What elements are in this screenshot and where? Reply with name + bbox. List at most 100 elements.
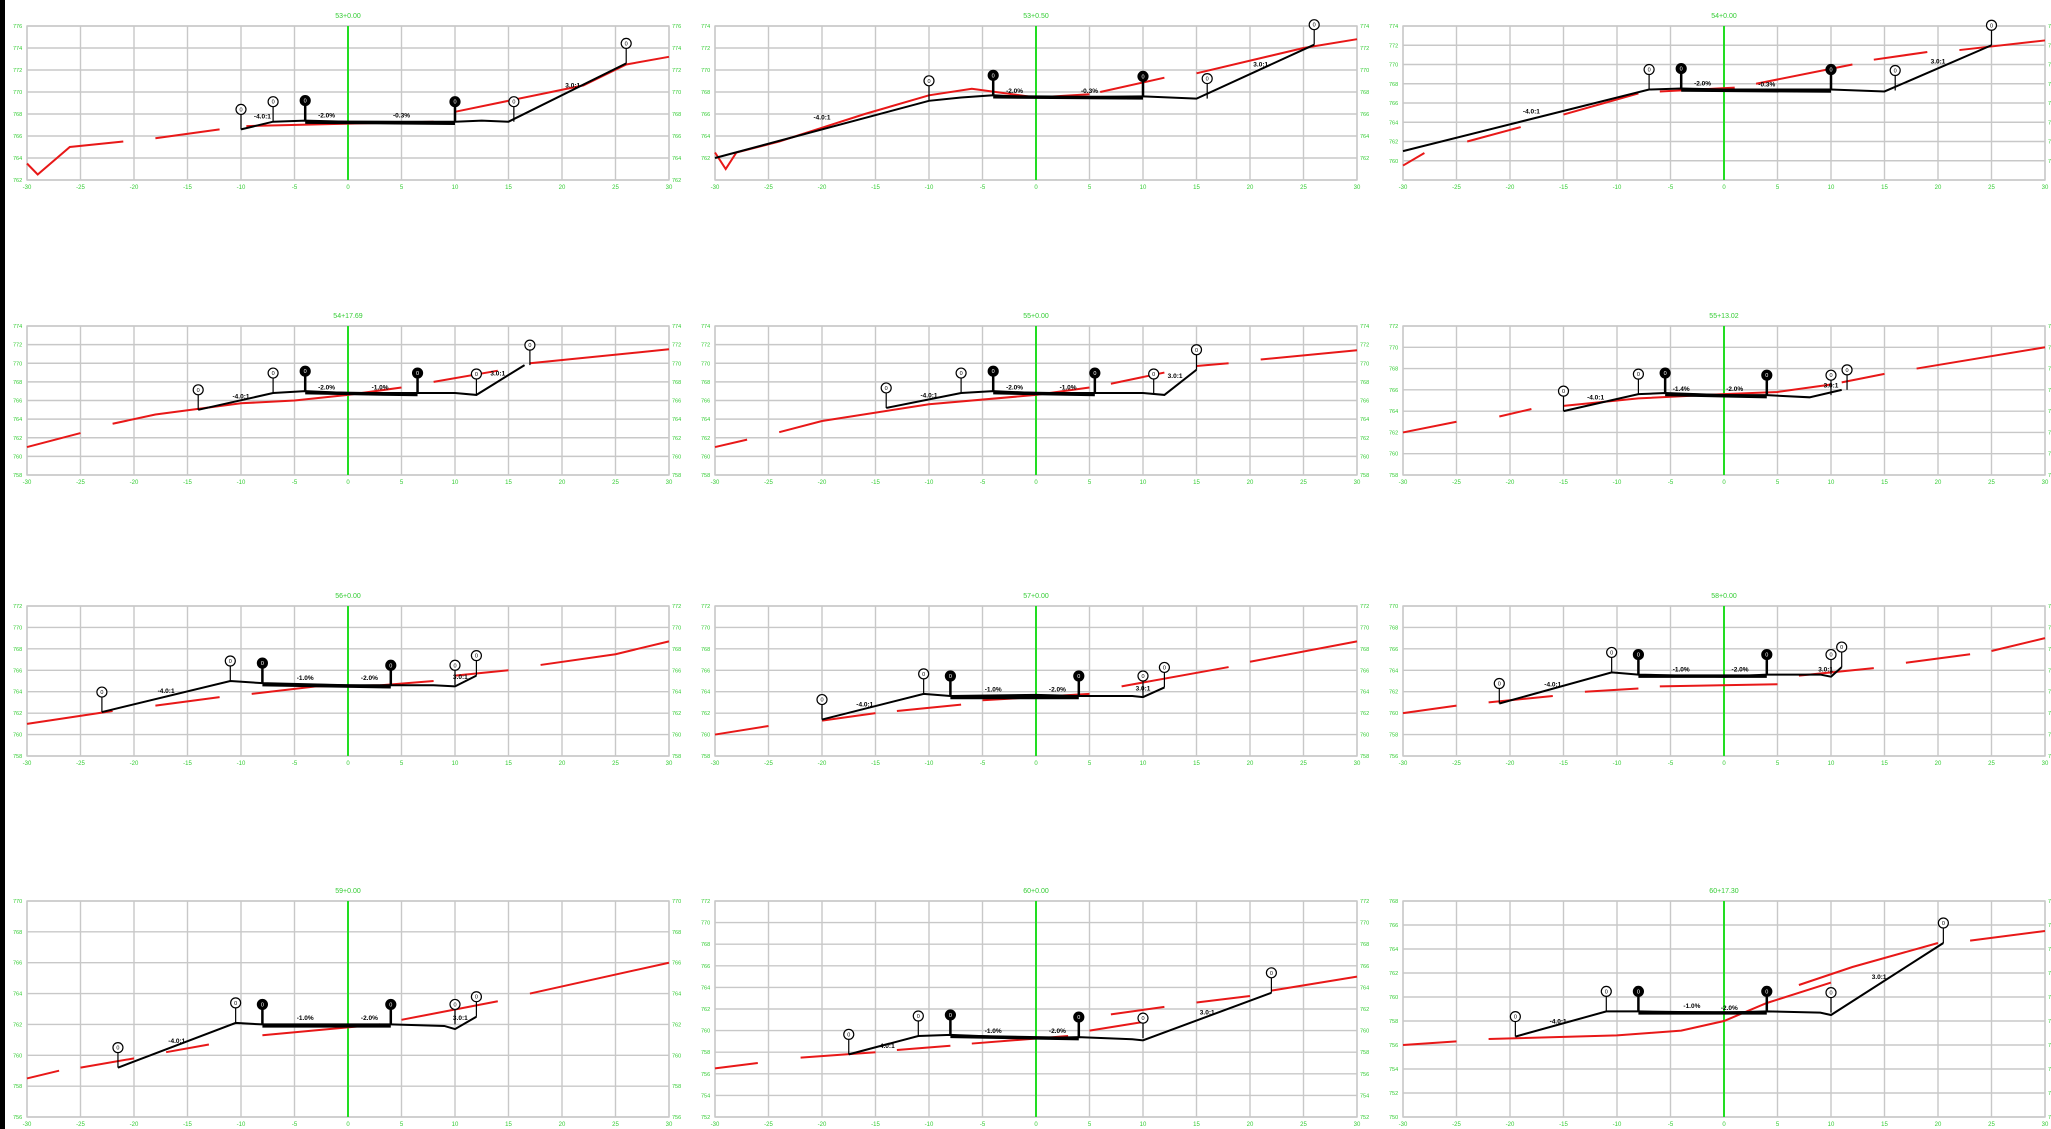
point-marker: 0: [1073, 670, 1085, 696]
x-tick-label: -30: [1399, 1122, 1408, 1128]
y-tick-label: 764: [13, 690, 22, 696]
marker-label: 0: [197, 388, 200, 394]
point-marker-icon: [1137, 1012, 1149, 1024]
x-tick-label: 20: [559, 480, 566, 486]
x-tick-label: 0: [1034, 185, 1038, 191]
point-marker-icon: [235, 103, 247, 116]
y-tick-label: 756: [1360, 1072, 1369, 1078]
point-marker-icon: [449, 659, 461, 671]
point-marker-icon: [912, 1010, 924, 1022]
existing-ground-line: [1916, 346, 2046, 370]
x-tick-label: 0: [346, 1122, 350, 1128]
y-tick-label: 764: [1360, 985, 1369, 991]
point-marker: 0: [912, 1010, 924, 1036]
y-tick-label: 774: [13, 46, 22, 52]
y-tick-label: 768: [13, 647, 22, 653]
point-marker: 0: [267, 96, 279, 122]
y-tick-label: 768: [13, 112, 22, 118]
point-marker: 0: [449, 998, 461, 1025]
pavement-layer: [1665, 392, 1767, 399]
y-tick-label: 762: [672, 436, 681, 442]
x-tick-label: 5: [1088, 761, 1092, 767]
existing-ground-line: [1196, 995, 1251, 1004]
point-marker-icon: [1937, 917, 1949, 929]
x-tick-label: -10: [925, 480, 934, 486]
y-tick-label: 772: [1360, 899, 1369, 905]
y-tick-label: 758: [1389, 473, 1398, 479]
y-tick-label: 770: [701, 361, 710, 367]
x-tick-label: 5: [1776, 480, 1780, 486]
y-tick-label: 768: [1360, 647, 1369, 653]
y-tick-label: 768: [1360, 942, 1369, 948]
point-marker-icon: [1137, 70, 1149, 83]
y-tick-label: 772: [1360, 46, 1369, 52]
pavement-layer: [262, 682, 391, 689]
x-tick-label: 15: [505, 1122, 512, 1128]
point-marker: 0: [620, 37, 632, 64]
x-tick-label: 10: [1828, 480, 1835, 486]
y-tick-label: 766: [13, 961, 22, 967]
point-marker-icon: [1606, 646, 1618, 659]
point-marker: 0: [944, 670, 957, 696]
point-marker: 0: [470, 368, 482, 394]
y-tick-label: 762: [2048, 430, 2051, 436]
existing-ground-line: [1563, 92, 1639, 116]
existing-ground-line: [1499, 408, 1532, 418]
marker-label: 0: [1141, 674, 1144, 680]
point-marker: 0: [1985, 19, 1998, 46]
point-marker: 0: [987, 365, 999, 392]
y-tick-label: 764: [1389, 120, 1398, 126]
marker-label: 0: [229, 659, 232, 665]
y-tick-label: 750: [2048, 1115, 2051, 1121]
x-tick-label: -10: [1613, 185, 1622, 191]
y-tick-label: 768: [2048, 625, 2051, 631]
x-tick-label: -10: [925, 1122, 934, 1128]
y-tick-label: 756: [701, 1072, 710, 1078]
point-marker-icon: [923, 75, 935, 87]
slope-label: -1.0%: [985, 687, 1002, 694]
x-tick-label: 15: [505, 480, 512, 486]
y-tick-label: 762: [1389, 140, 1398, 146]
point-marker-icon: [1265, 967, 1278, 979]
y-tick-label: 756: [2048, 754, 2051, 760]
x-tick-label: -30: [23, 1122, 32, 1128]
y-tick-label: 762: [2048, 690, 2051, 696]
marker-label: 0: [1605, 989, 1608, 995]
y-tick-label: 766: [701, 964, 710, 970]
y-tick-label: 764: [672, 992, 681, 998]
slope-label: -4.0:1: [254, 113, 271, 120]
y-tick-label: 764: [2048, 409, 2051, 415]
point-marker-icon: [449, 96, 461, 108]
point-marker: 0: [1137, 70, 1149, 97]
point-marker: 0: [1761, 648, 1773, 675]
y-tick-label: 772: [1360, 604, 1369, 610]
point-marker-icon: [1600, 985, 1612, 998]
y-tick-label: 764: [1360, 134, 1369, 140]
y-tick-label: 770: [13, 899, 22, 905]
marker-label: 0: [1270, 971, 1273, 977]
y-tick-label: 760: [1360, 1029, 1369, 1035]
x-tick-label: -25: [76, 480, 85, 486]
point-marker: 0: [470, 650, 482, 676]
point-marker: 0: [230, 997, 242, 1023]
x-tick-label: 30: [2042, 480, 2049, 486]
existing-ground-line: [1969, 930, 2046, 942]
x-tick-label: 0: [1034, 761, 1038, 767]
point-marker: 0: [1825, 986, 1837, 1013]
y-tick-label: 752: [2048, 1091, 2051, 1097]
x-tick-label: 0: [1722, 185, 1726, 191]
x-tick-label: -20: [818, 480, 827, 486]
x-tick-label: -30: [1399, 185, 1408, 191]
existing-ground-line: [800, 1051, 876, 1059]
x-tick-label: 20: [1247, 761, 1254, 767]
x-tick-label: 0: [346, 480, 350, 486]
marker-label: 0: [1846, 368, 1849, 374]
y-tick-label: 772: [1389, 324, 1398, 330]
section-title: 54+17.69: [333, 313, 362, 320]
slope-label: -4.0:1: [856, 702, 873, 709]
point-marker-icon: [1659, 367, 1671, 379]
point-marker: 0: [1137, 1012, 1149, 1039]
x-tick-label: 25: [1300, 1122, 1307, 1128]
x-tick-label: -10: [1613, 480, 1622, 486]
x-tick-label: -25: [764, 480, 773, 486]
